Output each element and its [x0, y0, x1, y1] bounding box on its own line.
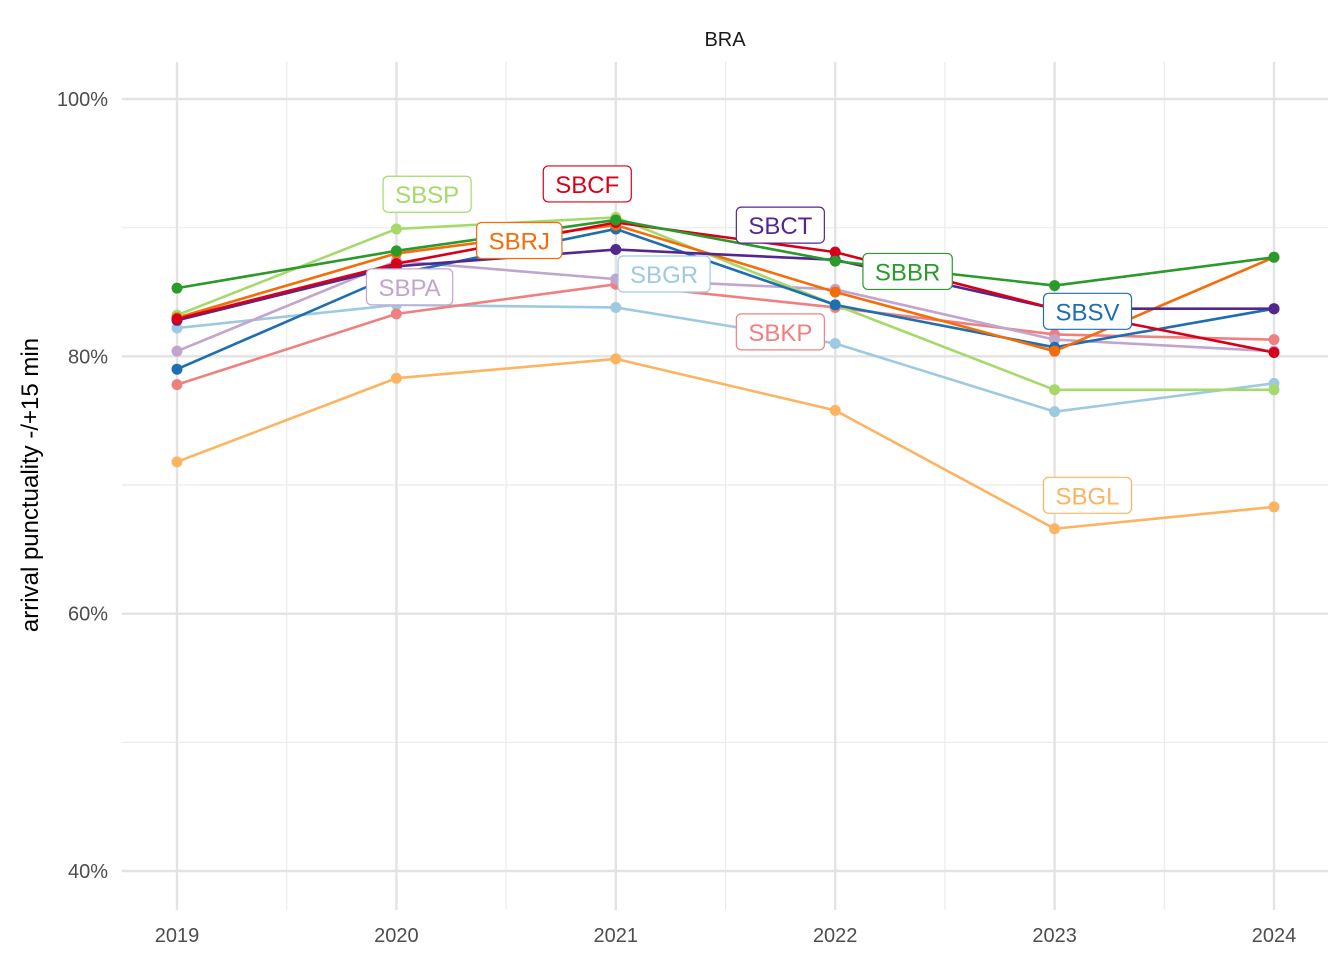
facet-title: BRA — [704, 29, 746, 51]
data-point-sbsp — [390, 223, 402, 235]
data-point-sbgl — [1049, 523, 1061, 535]
series-label-text: SBSP — [395, 182, 459, 209]
series-label-text: SBBR — [875, 259, 940, 286]
series-label-box — [1042, 292, 1133, 330]
series-lines — [176, 216, 1275, 531]
series-label-box — [365, 268, 454, 306]
data-point-sbpa — [1049, 334, 1061, 346]
y-tick-label: 80% — [68, 346, 108, 368]
data-point-sbct — [1268, 303, 1280, 315]
x-tick-label: 2021 — [594, 925, 639, 947]
x-axis-ticks: 2019 2020 2021 2022 2023 2024 — [155, 925, 1297, 947]
data-point-sbcf — [1268, 346, 1280, 358]
data-point-sbgl — [1268, 501, 1280, 513]
series-label-sbsp: SBSP — [382, 175, 472, 213]
y-tick-label: 40% — [68, 861, 108, 883]
series-label-text: SBPA — [378, 275, 440, 302]
data-point-sbgl — [610, 353, 622, 365]
series-label-sbbr: SBBR — [862, 252, 953, 291]
data-point-sbrj — [829, 286, 841, 298]
data-point-sbbr — [390, 245, 402, 257]
series-label-sbkp: SBKP — [735, 313, 825, 351]
series-label-text: SBGL — [1055, 483, 1119, 510]
series-label-text: SBCF — [555, 172, 619, 199]
series-line-sbsp — [176, 216, 1274, 392]
series-label-text: SBGR — [630, 262, 698, 289]
data-point-sbgl — [390, 372, 402, 384]
data-point-sbgr — [171, 322, 183, 334]
series-label-text: SBKP — [748, 320, 812, 347]
data-point-sbct — [610, 244, 622, 256]
series-line-sbgl — [176, 357, 1275, 531]
series-label-text: SBSV — [1055, 299, 1119, 326]
series-label-sbct: SBCT — [735, 206, 825, 244]
data-point-sbsp — [1268, 384, 1280, 396]
series-label-box — [617, 255, 711, 293]
series-label-box — [542, 165, 632, 203]
series-label-sbcf: SBCF — [542, 165, 632, 203]
y-tick-label: 100% — [57, 89, 108, 111]
data-point-sbgr — [829, 337, 841, 349]
series-label-text: SBRJ — [489, 229, 550, 256]
data-point-sbrj — [1049, 345, 1061, 357]
series-label-sbsv: SBSV — [1042, 292, 1133, 330]
x-tick-label: 2024 — [1252, 925, 1297, 947]
series-line-sbrj — [176, 223, 1275, 353]
data-point-sbcf — [390, 258, 402, 270]
grid — [122, 62, 1328, 910]
x-tick-label: 2023 — [1032, 925, 1077, 947]
series-label-sbpa: SBPA — [365, 268, 454, 306]
series-label-sbgr: SBGR — [617, 255, 711, 293]
data-point-sbbr — [829, 255, 841, 267]
data-point-sbkp — [1268, 334, 1280, 346]
y-tick-label: 60% — [68, 604, 108, 626]
data-point-sbkp — [390, 308, 402, 320]
data-point-sbsp — [1049, 384, 1061, 396]
data-point-sbgr — [1049, 406, 1061, 418]
data-point-sbkp — [171, 379, 183, 391]
data-point-sbsv — [829, 299, 841, 311]
data-point-sbcf — [829, 246, 841, 258]
y-axis-ticks: 40% 60% 80% 100% — [57, 89, 108, 883]
data-point-sbbr — [1049, 280, 1061, 292]
series-line-sbsv — [176, 227, 1275, 371]
data-point-sbgl — [171, 456, 183, 468]
series-line-sbgr — [176, 303, 1275, 413]
x-tick-label: 2019 — [155, 925, 200, 947]
data-point-sbbr — [1268, 251, 1280, 263]
data-point-sbcf — [171, 313, 183, 325]
series-line-sbbr — [176, 218, 1275, 290]
x-tick-label: 2020 — [374, 925, 419, 947]
series-label-box — [862, 252, 953, 291]
series-label-sbrj: SBRJ — [475, 221, 563, 260]
series-label-box — [475, 221, 563, 260]
x-tick-label: 2022 — [813, 925, 858, 947]
data-point-sbgl — [829, 404, 841, 416]
data-point-sbbr — [610, 214, 622, 226]
data-point-sbpa — [171, 345, 183, 357]
data-point-sbgr — [610, 301, 622, 313]
y-axis-title: arrival punctuality -/+15 min — [17, 338, 44, 632]
series-label-text: SBCT — [748, 213, 812, 240]
series-label-box — [735, 206, 825, 244]
series-points — [171, 211, 1280, 535]
series-label-sbgl: SBGL — [1042, 476, 1133, 514]
series-label-box — [1042, 476, 1133, 514]
series-label-box — [382, 175, 472, 213]
data-point-sbbr — [171, 282, 183, 294]
series-label-box — [735, 313, 825, 351]
data-point-sbsv — [171, 363, 183, 375]
series-labels: SBGL SBGR SBKP SBPA SBSP SBSV SBRJ SBCT SBCF SBBR — [365, 165, 1133, 514]
